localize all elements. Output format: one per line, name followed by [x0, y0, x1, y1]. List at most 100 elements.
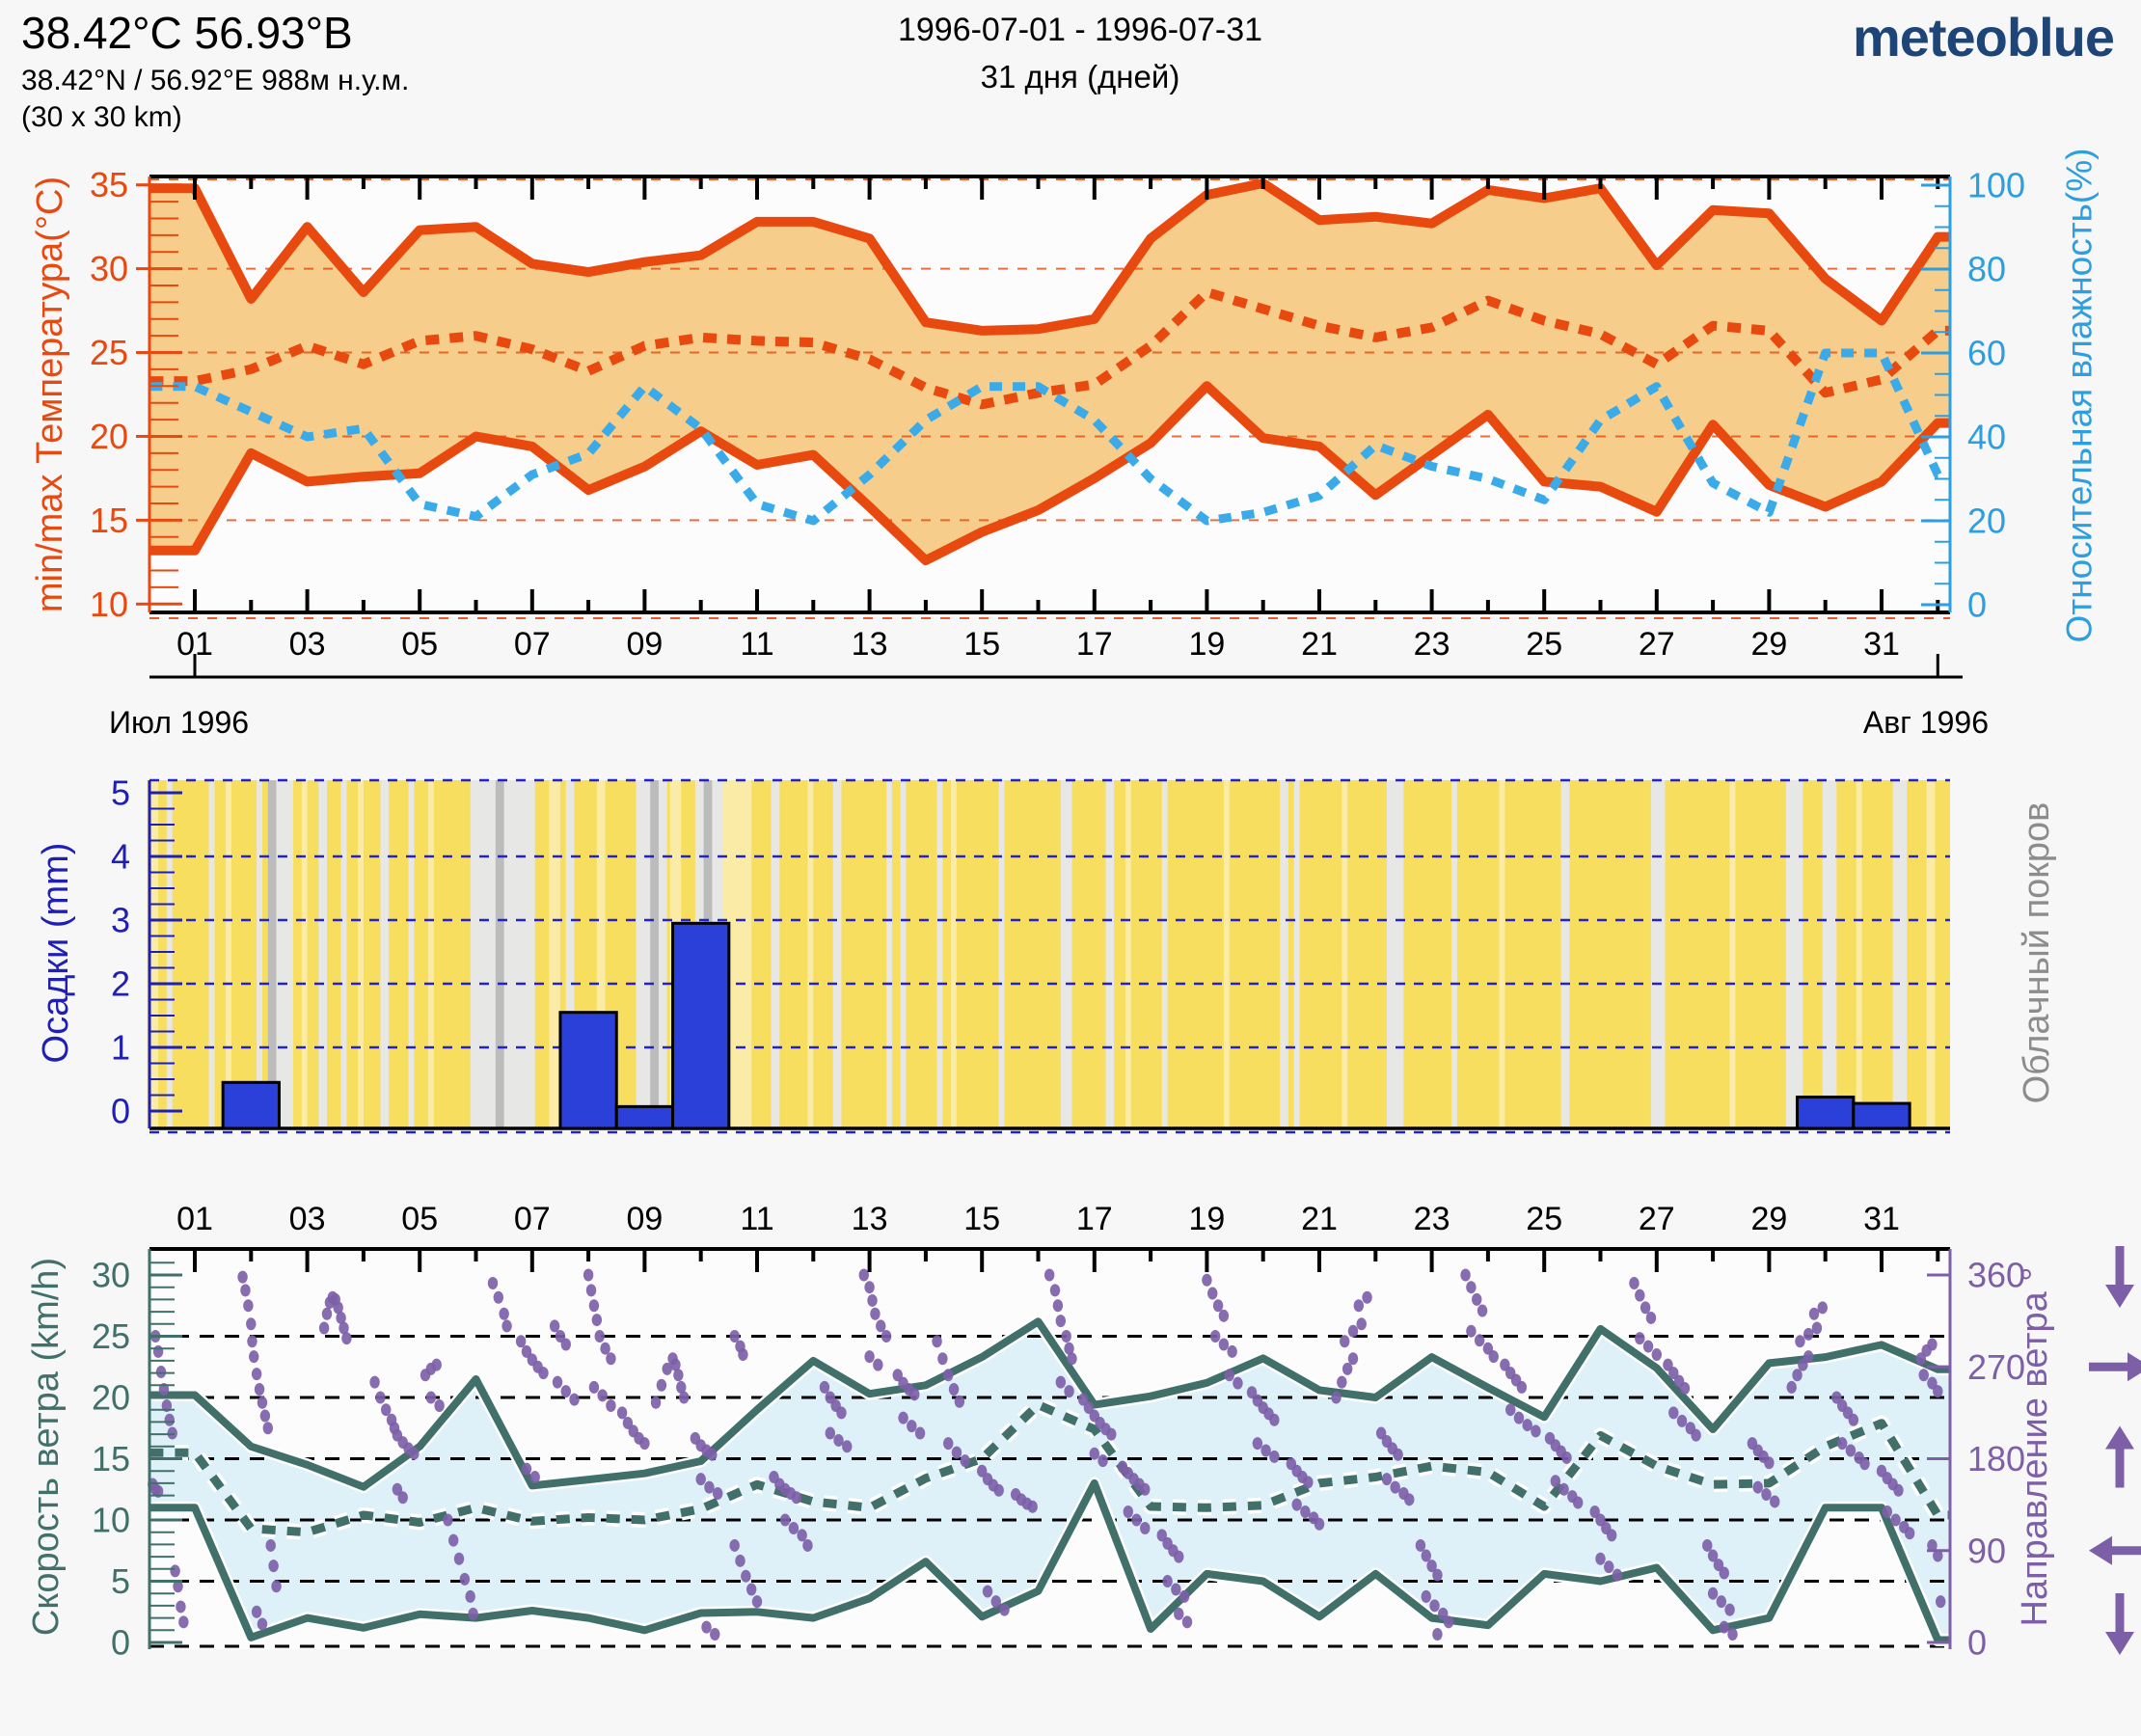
wind-direction-dot	[1522, 1419, 1532, 1432]
day-label: 27	[1639, 626, 1675, 663]
wind-direction-dot	[1707, 1587, 1719, 1600]
day-label: 29	[1750, 1201, 1787, 1237]
wind-direction-dot	[1218, 1338, 1230, 1351]
wind-direction-dot	[1460, 1268, 1471, 1282]
wind-direction-dot	[1432, 1568, 1443, 1582]
wind-direction-dot	[1224, 1369, 1234, 1382]
wind-direction-dot	[459, 1572, 471, 1586]
cloud-cover-stripe	[267, 780, 277, 1128]
wind-direction-dot	[434, 1398, 445, 1412]
wind-direction-dot	[1795, 1335, 1805, 1348]
wind-direction-dot	[176, 1600, 186, 1614]
cloud-cover-stripe	[951, 780, 957, 1128]
cloud-cover-stripe	[1161, 780, 1168, 1128]
cloud-cover-stripe	[771, 780, 780, 1128]
wind-direction-dot	[1466, 1281, 1477, 1294]
wind-direction-dot	[1466, 1324, 1477, 1338]
mean-wind-line	[149, 1400, 1949, 1537]
wind-direction-dot	[1792, 1369, 1802, 1382]
wind-direction-dot	[1561, 1451, 1572, 1464]
wind-direction-dot	[1140, 1521, 1151, 1534]
arrow-down-icon	[2105, 1285, 2134, 1308]
wind-direction-dot	[738, 1348, 748, 1362]
day-label: 09	[626, 626, 663, 663]
wind-direction-dot	[1342, 1362, 1353, 1375]
temp-tick-label: 25	[90, 333, 128, 372]
date-range: 1996-07-01 - 1996-07-31	[897, 12, 1263, 48]
wind-direction-dot	[1716, 1595, 1727, 1609]
cloud-cover-stripe	[1822, 780, 1837, 1128]
wind-direction-dot	[1131, 1513, 1142, 1527]
wind-direction-dot	[695, 1473, 706, 1486]
wind-direction-dot	[1064, 1385, 1074, 1398]
cloud-cover-stripe	[565, 780, 575, 1128]
wind-direction-dot	[1472, 1292, 1482, 1306]
wind-direction-dot	[431, 1358, 442, 1371]
wind-direction-dot	[1933, 1385, 1943, 1398]
day-label: 13	[852, 626, 888, 663]
wind-direction-dot	[1707, 1549, 1719, 1562]
direction-tick-label: 90	[1967, 1531, 2006, 1570]
wind-direction-dot	[873, 1358, 883, 1371]
wind-direction-dot	[1426, 1560, 1437, 1573]
wind-direction-dot	[616, 1406, 628, 1420]
wind-direction-dot	[779, 1513, 791, 1527]
wind-direction-dot	[622, 1416, 634, 1429]
wind-direction-dot	[1752, 1480, 1763, 1494]
wind-direction-dot	[1770, 1495, 1780, 1508]
wind-direction-dot	[1893, 1483, 1904, 1497]
wind-direction-dot	[1550, 1475, 1561, 1488]
wind-direction-dot	[1171, 1583, 1181, 1596]
wind-direction-dot	[870, 1307, 881, 1320]
cloud-cover-stripe	[1926, 780, 1936, 1128]
cloud-cover-stripe	[1785, 780, 1803, 1128]
wind-direction-dot	[1174, 1607, 1184, 1620]
wind-direction-dot	[167, 1426, 177, 1440]
wind-direction-dot	[1314, 1517, 1325, 1531]
location-header: 38.42°С 56.93°В 38.42°N / 56.92°E 988м н…	[21, 8, 409, 134]
wind-direction-dot	[1429, 1599, 1440, 1613]
wind-direction-dot	[1811, 1321, 1823, 1335]
wind-direction-dot	[1106, 1427, 1117, 1441]
cloud-cover-stripe	[1451, 780, 1457, 1128]
wind-direction-dot	[1702, 1538, 1713, 1552]
wind-tick-label: 15	[92, 1439, 130, 1478]
wind-tick-label: 10	[92, 1501, 130, 1540]
wind-direction-dot	[392, 1482, 403, 1496]
day-label: 05	[401, 1201, 438, 1237]
cloud-cover-stripe	[495, 780, 504, 1128]
wind-direction-dot	[791, 1491, 802, 1505]
wind-direction-dot	[1179, 1589, 1190, 1603]
wind-direction-dot	[1831, 1391, 1842, 1404]
wind-direction-dot	[1488, 1350, 1499, 1364]
cloud-cover-stripe	[1499, 780, 1505, 1128]
wind-direction-dot	[1882, 1505, 1893, 1519]
wind-direction-dot	[1516, 1380, 1528, 1394]
wind-direction-dot	[1933, 1549, 1943, 1562]
wind-direction-dot	[1123, 1505, 1133, 1519]
min-temperature-line	[149, 381, 1949, 566]
max-temperature-line	[149, 178, 1949, 336]
relative-humidity-line	[149, 348, 1949, 526]
wind-direction-dot	[707, 1448, 718, 1461]
precip-tick-label: 2	[111, 964, 130, 1004]
wind-direction-dot	[375, 1391, 386, 1404]
wind-direction-dot	[257, 1617, 268, 1631]
day-label: 13	[852, 1201, 888, 1237]
day-label: 15	[963, 1201, 1000, 1237]
wind-direction-dot	[999, 1603, 1010, 1616]
wind-direction-dot	[1260, 1444, 1271, 1457]
cloud-cover-stripe	[886, 780, 892, 1128]
wind-direction-dot	[1845, 1444, 1856, 1457]
wind-direction-dot	[679, 1391, 690, 1404]
arrow-right-icon	[2127, 1352, 2141, 1382]
wind-direction-dot	[951, 1446, 962, 1459]
wind-direction-dot	[243, 1299, 254, 1313]
wind-direction-dot	[246, 1317, 257, 1331]
day-label: 01	[176, 1201, 213, 1237]
wind-direction-dot	[178, 1615, 189, 1629]
wind-direction-dot	[858, 1268, 869, 1282]
wind-direction-dot	[249, 1350, 259, 1364]
wind-direction-dot	[1612, 1568, 1623, 1582]
wind-direction-dot	[257, 1396, 268, 1409]
